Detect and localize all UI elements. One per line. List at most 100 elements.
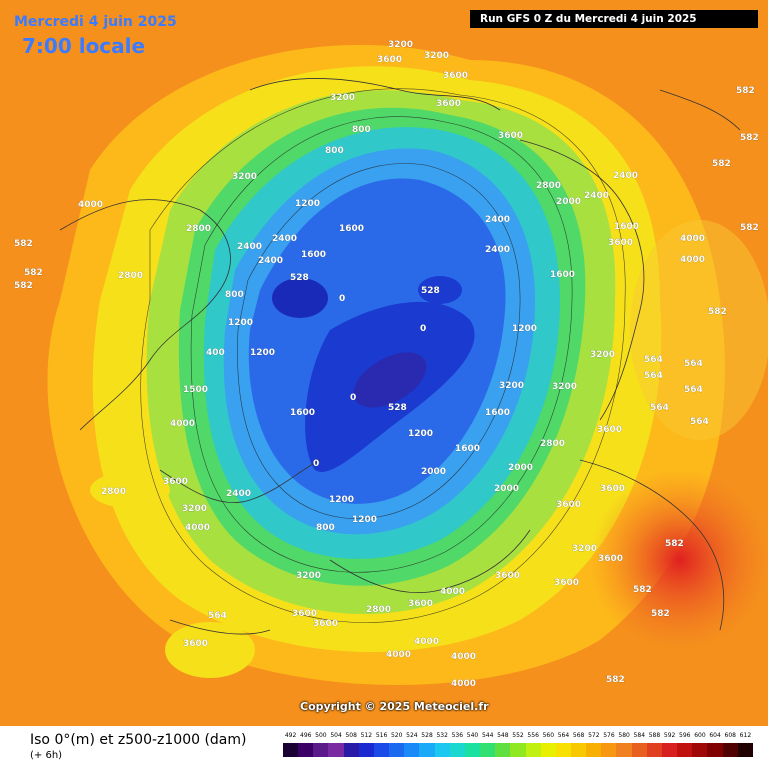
label-iso0: 2800 (536, 181, 561, 191)
legend-color-swatch (586, 743, 602, 757)
legend-color-swatch (328, 743, 344, 757)
label-iso0: 2800 (540, 439, 565, 449)
label-iso0: 2400 (485, 215, 510, 225)
legend-color-swatch (510, 743, 526, 757)
label-iso0: 1200 (228, 318, 253, 328)
label-iso0: 4000 (451, 679, 476, 689)
label-iso0: 3600 (443, 71, 468, 81)
label-thickness: 582 (740, 223, 759, 233)
label-iso0: 4000 (414, 637, 439, 647)
label-iso0: 1600 (550, 270, 575, 280)
legend-color-swatch (434, 743, 450, 757)
label-iso0: 1500 (183, 385, 208, 395)
legend-color-swatch (480, 743, 496, 757)
label-thickness: 582 (606, 675, 625, 685)
legend-scale-label: 500 (315, 732, 327, 739)
label-iso0: 2800 (366, 605, 391, 615)
legend-scale-label: 560 (542, 732, 555, 739)
low-pressure-core-3 (418, 276, 462, 304)
label-iso0: 2400 (226, 489, 251, 499)
label-iso0: 800 (316, 523, 335, 533)
legend-color-swatch (404, 743, 420, 757)
legend-scale-label: 512 (360, 732, 373, 739)
label-iso0: 4000 (451, 652, 476, 662)
label-iso0: 3600 (608, 238, 633, 248)
label-iso0: 3200 (424, 51, 449, 61)
legend-scale-label: 508 (345, 732, 357, 739)
label-thickness: 582 (712, 159, 731, 169)
legend-scale-label: 600 (694, 732, 706, 739)
label-thickness: 582 (24, 268, 43, 278)
legend-color-swatch (283, 743, 299, 757)
map-date-title: Mercredi 4 juin 2025 (14, 14, 177, 30)
label-iso0: 2400 (237, 242, 262, 252)
legend-scale-label: 612 (739, 732, 752, 739)
legend-scale-label: 584 (633, 732, 646, 739)
legend-color-swatch (495, 743, 511, 757)
label-iso0: 2400 (485, 245, 510, 255)
low-pressure-core-1 (272, 278, 328, 318)
legend-scale-label: 520 (390, 732, 403, 739)
label-iso0: 3600 (600, 484, 625, 494)
label-iso0: 3600 (292, 609, 317, 619)
legend-color-swatch (737, 743, 753, 757)
label-thickness: 582 (633, 585, 652, 595)
label-iso0: 1600 (301, 250, 326, 260)
label-iso0: 2000 (508, 463, 533, 473)
label-thickness: 564 (684, 385, 703, 395)
label-thickness: 564 (650, 403, 669, 413)
legend-scale-label: 588 (648, 732, 661, 739)
label-iso0: 2800 (101, 487, 126, 497)
label-thickness: 528 (421, 286, 440, 296)
coastlines (59, 78, 741, 635)
label-thickness: 582 (736, 86, 755, 96)
legend-scale-label: 540 (466, 732, 479, 739)
label-iso0: 3200 (572, 544, 597, 554)
label-iso0: 1600 (339, 224, 364, 234)
legend-scale-label: 568 (572, 732, 585, 739)
legend-scale-labels: 492 496 500 504 508 512 516 520 524 528 532 536 540 5… (283, 732, 753, 742)
legend-color-swatch (313, 743, 329, 757)
label-iso0: 4000 (386, 650, 411, 660)
legend-scale-label: 536 (451, 732, 464, 739)
legend-color-swatch (419, 743, 435, 757)
legend-color-swatch (540, 743, 556, 757)
label-thickness: 564 (684, 359, 703, 369)
label-iso0: 1200 (250, 348, 275, 358)
legend-scale-label: 528 (421, 732, 433, 739)
legend-scale-label: 564 (557, 732, 570, 739)
label-iso0: 3600 (377, 55, 402, 65)
label-iso0: 3200 (552, 382, 577, 392)
legend-scale-label: 516 (375, 732, 388, 739)
label-iso0: 3600 (498, 131, 523, 141)
label-iso0: 3600 (554, 578, 579, 588)
legend-color-swatch (722, 743, 738, 757)
label-iso0: 0 (339, 294, 345, 304)
label-iso0: 3200 (499, 381, 524, 391)
label-iso0: 0 (350, 393, 356, 403)
legend-color-swatch (631, 743, 647, 757)
label-iso0: 800 (325, 146, 344, 156)
label-thickness: 564 (208, 611, 227, 621)
legend-color-swatch (389, 743, 405, 757)
label-iso0: 1200 (352, 515, 377, 525)
legend-scale-label: 548 (497, 732, 509, 739)
label-iso0: 800 (225, 290, 244, 300)
label-thickness: 582 (14, 239, 33, 249)
legend-color-swatch (707, 743, 723, 757)
legend-color-swatch (601, 743, 617, 757)
label-iso0: 3200 (330, 93, 355, 103)
label-iso0: 800 (352, 125, 371, 135)
label-iso0: 2800 (118, 271, 143, 281)
label-iso0: 3600 (598, 554, 623, 564)
label-iso0: 2400 (258, 256, 283, 266)
legend-scale-label: 532 (436, 732, 448, 739)
label-iso0: 3200 (590, 350, 615, 360)
legend-color-swatch (646, 743, 662, 757)
legend-scale-label: 592 (663, 732, 676, 739)
label-iso0: 2000 (494, 484, 519, 494)
warm-zone-east (630, 220, 768, 440)
legend-color-swatch (358, 743, 374, 757)
label-iso0: 2400 (613, 171, 638, 181)
map-value-labels: 3200 3200 3600 3600 3200 3600 800 3600 8… (14, 40, 759, 689)
